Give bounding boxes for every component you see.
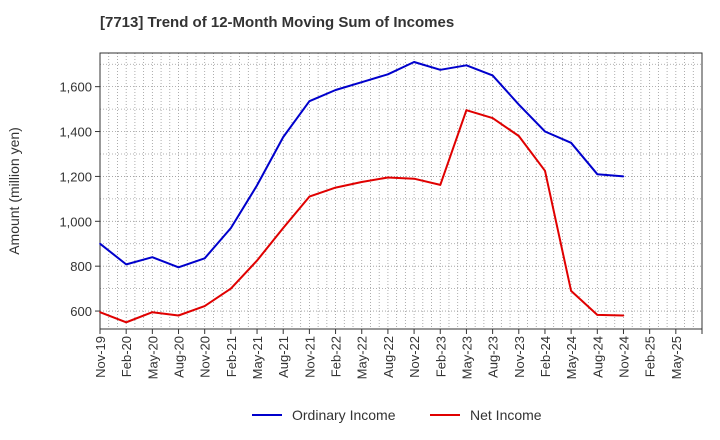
net-income-point bbox=[439, 184, 441, 186]
ordinary-income-point bbox=[125, 264, 127, 266]
ordinary-income-point bbox=[466, 65, 468, 67]
net-income-point bbox=[518, 135, 520, 137]
ordinary-income-point bbox=[439, 69, 441, 71]
x-tick-label: Feb-25 bbox=[643, 336, 658, 377]
net-income-point bbox=[230, 288, 232, 290]
x-tick-label: Feb-20 bbox=[119, 336, 134, 377]
net-income-point bbox=[282, 227, 284, 229]
x-tick-label: Aug-21 bbox=[276, 336, 291, 378]
ordinary-income-point bbox=[544, 131, 546, 133]
x-tick-label: Nov-23 bbox=[512, 336, 527, 378]
plot-area bbox=[100, 53, 702, 329]
net-income-point bbox=[125, 321, 127, 323]
x-tick-label: May-20 bbox=[145, 336, 160, 379]
x-tick-label: Aug-24 bbox=[590, 336, 605, 378]
y-tick-label: 800 bbox=[70, 259, 92, 274]
ordinary-income-point bbox=[387, 74, 389, 76]
y-tick-label: 1,200 bbox=[59, 169, 92, 184]
ordinary-income-point bbox=[623, 176, 625, 178]
ordinary-income-point bbox=[204, 258, 206, 260]
net-income-point bbox=[413, 178, 415, 180]
line-chart: 600 800 1,000 1,200 1,400 1,600 Nov-19 Feb-20 Ma… bbox=[0, 0, 720, 440]
x-tick-label: May-24 bbox=[564, 336, 579, 379]
x-tick-label: Nov-19 bbox=[93, 336, 108, 378]
net-income-point bbox=[99, 311, 101, 313]
x-tick-label: Aug-20 bbox=[172, 336, 187, 378]
x-tick-label: Nov-24 bbox=[616, 336, 631, 378]
net-income-point bbox=[204, 305, 206, 307]
x-tick-label: Feb-23 bbox=[433, 336, 448, 377]
x-tick-label: Aug-22 bbox=[381, 336, 396, 378]
y-tick-label: 1,600 bbox=[59, 80, 92, 95]
legend: Ordinary Income Net Income bbox=[252, 407, 542, 423]
net-income-point bbox=[309, 196, 311, 198]
net-income-point bbox=[178, 315, 180, 317]
x-tick-label: Aug-23 bbox=[486, 336, 501, 378]
ordinary-income-point bbox=[99, 243, 101, 245]
net-income-point bbox=[335, 187, 337, 189]
net-income-point bbox=[492, 117, 494, 119]
x-tick-label: May-23 bbox=[459, 336, 474, 379]
x-tick-label: Feb-22 bbox=[329, 336, 344, 377]
x-tick-label: Nov-22 bbox=[407, 336, 422, 378]
net-income-point bbox=[256, 260, 258, 262]
ordinary-income-point bbox=[492, 75, 494, 77]
net-income-point bbox=[466, 109, 468, 111]
x-tick-label: Nov-20 bbox=[198, 336, 213, 378]
y-axis-title: Amount (million yen) bbox=[6, 127, 22, 255]
x-tick-label: Nov-21 bbox=[302, 336, 317, 378]
ordinary-income-point bbox=[361, 81, 363, 83]
x-tick-label: May-21 bbox=[250, 336, 265, 379]
net-income-point bbox=[361, 181, 363, 183]
net-income-point bbox=[623, 315, 625, 317]
ordinary-income-point bbox=[152, 256, 154, 258]
legend-label-ordinary-income: Ordinary Income bbox=[292, 407, 396, 423]
x-tick-label: Feb-24 bbox=[538, 336, 553, 377]
x-tick-label: Feb-21 bbox=[224, 336, 239, 377]
x-tick-label: May-25 bbox=[669, 336, 684, 379]
ordinary-income-point bbox=[309, 100, 311, 102]
ordinary-income-point bbox=[256, 185, 258, 187]
ordinary-income-point bbox=[178, 266, 180, 268]
y-tick-label: 1,000 bbox=[59, 214, 92, 229]
ordinary-income-point bbox=[518, 104, 520, 106]
ordinary-income-point bbox=[230, 227, 232, 229]
ordinary-income-point bbox=[335, 89, 337, 91]
ordinary-income-point bbox=[597, 173, 599, 175]
net-income-point bbox=[597, 314, 599, 316]
y-tick-label: 1,400 bbox=[59, 125, 92, 140]
ordinary-income-point bbox=[570, 142, 572, 144]
net-income-point bbox=[544, 170, 546, 172]
legend-label-net-income: Net Income bbox=[470, 407, 542, 423]
net-income-point bbox=[570, 290, 572, 292]
ordinary-income-point bbox=[282, 136, 284, 138]
ordinary-income-point bbox=[413, 61, 415, 63]
x-tick-label: May-22 bbox=[355, 336, 370, 379]
net-income-point bbox=[152, 311, 154, 313]
y-tick-label: 600 bbox=[70, 304, 92, 319]
net-income-point bbox=[387, 177, 389, 179]
